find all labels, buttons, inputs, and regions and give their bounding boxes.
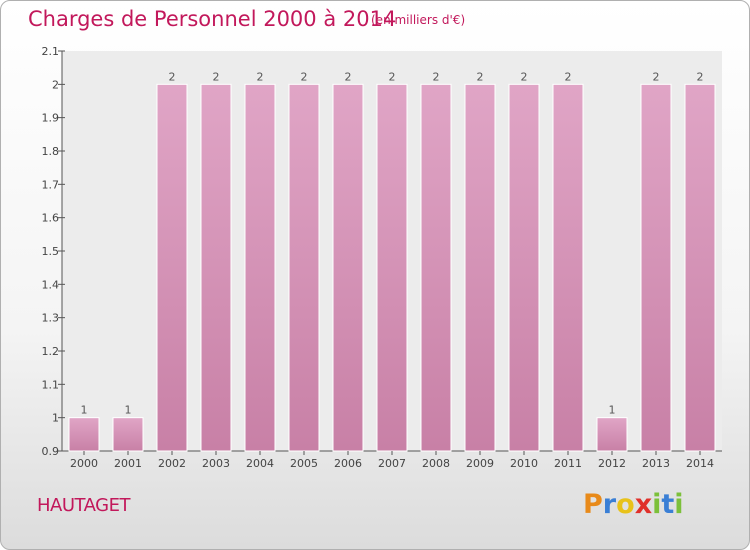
- y-tick-label: 1.1: [42, 378, 60, 391]
- logo-letter: r: [602, 489, 617, 520]
- bar-2004: [244, 83, 276, 452]
- x-tick-label-2009: 2009: [466, 457, 494, 470]
- chart-title: Charges de Personnel 2000 à 2014: [28, 7, 397, 31]
- y-tick-label: 1.8: [42, 145, 60, 158]
- bar-2014: [684, 83, 716, 452]
- bar-2007: [376, 83, 408, 452]
- bar-2006: [332, 83, 364, 452]
- x-tick-label-2003: 2003: [202, 457, 230, 470]
- data-label-2001: 1: [125, 404, 132, 417]
- x-tick-label-2014: 2014: [686, 457, 714, 470]
- y-tick-label: 2.1: [42, 45, 60, 58]
- x-tick-label-2010: 2010: [510, 457, 538, 470]
- y-tick-label: 1.7: [42, 178, 60, 191]
- logo-letter: i: [674, 489, 684, 520]
- x-tick-label-2008: 2008: [422, 457, 450, 470]
- bar-2005: [288, 83, 320, 452]
- bar-2013: [640, 83, 672, 452]
- bar-2001: [112, 417, 144, 452]
- data-label-2009: 2: [477, 70, 484, 83]
- commune-name: HAUTAGET: [37, 495, 130, 516]
- data-label-2005: 2: [301, 70, 308, 83]
- y-tick-label: 2: [52, 78, 59, 91]
- x-tick-label-2004: 2004: [246, 457, 274, 470]
- y-tick-label: 1.4: [42, 278, 60, 291]
- bar-2008: [420, 83, 452, 452]
- bar-2010: [508, 83, 540, 452]
- logo-letter: i: [652, 489, 662, 520]
- y-tick-label: 0.9: [42, 445, 60, 458]
- data-label-2004: 2: [257, 70, 264, 83]
- data-label-2007: 2: [389, 70, 396, 83]
- data-label-2014: 2: [697, 70, 704, 83]
- data-label-2002: 2: [169, 70, 176, 83]
- x-tick-label-2006: 2006: [334, 457, 362, 470]
- logo-letter: x: [634, 489, 653, 520]
- chart-subtitle: (en milliers d'€): [371, 13, 466, 27]
- x-tick-label-2005: 2005: [290, 457, 318, 470]
- proxiti-logo: Proxiti: [583, 489, 684, 520]
- y-tick-label: 1.2: [42, 345, 60, 358]
- x-tick-label-2011: 2011: [554, 457, 582, 470]
- x-tick-label-2000: 2000: [70, 457, 98, 470]
- x-tick-label-2012: 2012: [598, 457, 626, 470]
- x-tick-label-2001: 2001: [114, 457, 142, 470]
- y-tick-label: 1.6: [42, 212, 60, 225]
- y-tick-label: 1.5: [42, 245, 60, 258]
- bar-2011: [552, 83, 584, 452]
- logo-letter: P: [583, 489, 603, 520]
- bar-2009: [464, 83, 496, 452]
- data-label-2003: 2: [213, 70, 220, 83]
- y-tick-label: 1: [52, 412, 59, 425]
- data-label-2010: 2: [521, 70, 528, 83]
- bar-2002: [156, 83, 188, 452]
- x-tick-label-2002: 2002: [158, 457, 186, 470]
- logo-letter: t: [661, 489, 675, 520]
- x-tick-label-2013: 2013: [642, 457, 670, 470]
- data-label-2006: 2: [345, 70, 352, 83]
- data-label-2012: 1: [609, 404, 616, 417]
- bar-2003: [200, 83, 232, 452]
- y-tick-label: 1.9: [42, 112, 60, 125]
- bar-2000: [68, 417, 100, 452]
- bar-2012: [596, 417, 628, 452]
- data-label-2013: 2: [653, 70, 660, 83]
- data-label-2008: 2: [433, 70, 440, 83]
- y-tick-label: 1.3: [42, 312, 60, 325]
- data-label-2011: 2: [565, 70, 572, 83]
- data-label-2000: 1: [81, 404, 88, 417]
- x-tick-label-2007: 2007: [378, 457, 406, 470]
- logo-letter: o: [616, 489, 635, 520]
